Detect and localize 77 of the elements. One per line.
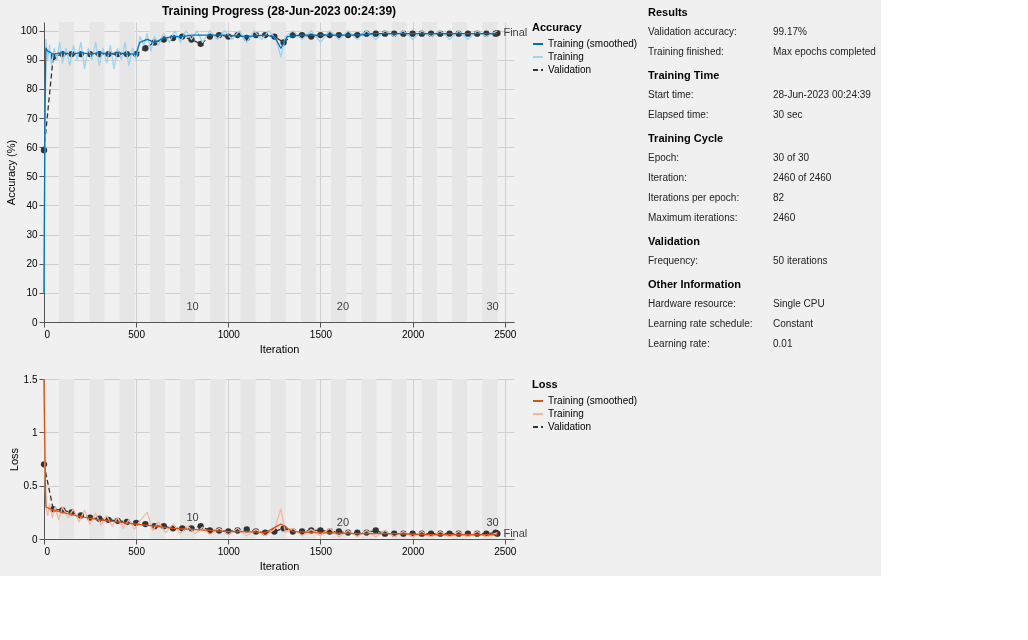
annotation: 10 — [186, 510, 199, 523]
y-tick-label: 20 — [26, 258, 38, 270]
y-tick-label: 70 — [26, 112, 38, 124]
x-tick-label: 1500 — [309, 545, 333, 557]
text: Single CPU — [773, 298, 825, 309]
y-tick-label: 0 — [31, 316, 38, 328]
x-tick-label: 500 — [128, 328, 146, 340]
y-tick-label: 30 — [26, 229, 38, 241]
text: Iteration: — [648, 172, 687, 183]
y-tick-label: 100 — [20, 25, 38, 37]
x-tick-label: 1000 — [217, 545, 241, 557]
text: 2460 of 2460 — [773, 172, 832, 183]
legend-label: Training (smoothed) — [548, 38, 638, 49]
legend-title: Accuracy — [532, 21, 583, 33]
annotation: 30 — [486, 300, 499, 313]
text: Results — [648, 6, 688, 18]
text: Learning rate schedule: — [648, 318, 753, 329]
y-tick-label: 40 — [26, 200, 38, 211]
text: Start time: — [648, 89, 694, 100]
text: Iterations per epoch: — [648, 192, 740, 203]
x-tick-label: 2000 — [402, 545, 425, 557]
x-tick-label: 500 — [128, 545, 146, 557]
x-tick-label: 0 — [44, 328, 51, 340]
annotation: 20 — [336, 516, 350, 528]
text: Epoch: — [648, 152, 680, 163]
text: 28-Jun-2023 00:24:39 — [773, 89, 872, 100]
text: Learning rate: — [648, 338, 710, 349]
legend-label: Validation — [548, 421, 592, 432]
text: Training Time — [648, 69, 720, 81]
y-tick-label: 0 — [31, 533, 38, 545]
text: Maximum iterations: — [648, 212, 738, 223]
y-axis-title: Accuracy (%) — [4, 139, 17, 206]
text: Max epochs completed — [773, 46, 876, 57]
text: Frequency: — [648, 255, 699, 266]
text: Validation — [648, 235, 701, 247]
x-axis-title: Iteration — [259, 342, 300, 355]
y-tick-label: 0.5 — [23, 480, 38, 492]
text: 30 sec — [773, 109, 803, 120]
y-axis-title: Loss — [7, 447, 20, 472]
x-tick-label: 0 — [44, 545, 51, 557]
annotation: 10 — [186, 300, 199, 313]
x-tick-label: 2000 — [402, 328, 425, 340]
x-tick-label: 2500 — [494, 545, 517, 557]
annotation: 20 — [336, 300, 350, 313]
annotation: Final — [503, 526, 528, 539]
annotation: 30 — [486, 516, 499, 528]
y-tick-label: 1 — [31, 426, 38, 438]
text: Hardware resource: — [648, 298, 736, 309]
text: Validation accuracy: — [648, 26, 737, 37]
text: Constant — [773, 318, 814, 329]
legend-label: Validation — [548, 64, 592, 75]
text: Training Cycle — [648, 132, 724, 144]
text: Training finished: — [648, 46, 724, 57]
x-tick-label: 1500 — [309, 328, 333, 340]
text: 99.17% — [773, 26, 808, 37]
y-tick-label: 1.5 — [23, 373, 38, 385]
text: Other Information — [648, 278, 742, 290]
x-tick-label: 2500 — [494, 328, 517, 340]
legend-label: Training — [548, 408, 584, 419]
text: 82 — [773, 192, 785, 203]
legend-label: Training (smoothed) — [548, 395, 638, 406]
text: 2460 — [773, 212, 796, 223]
text: 50 iterations — [773, 255, 828, 266]
legend-title: Loss — [532, 378, 558, 390]
chart-title: Training Progress (28-Jun-2023 00:24:39) — [161, 4, 397, 18]
y-tick-label: 80 — [26, 83, 38, 95]
annotation: Final — [503, 26, 528, 39]
y-tick-label: 60 — [26, 141, 38, 153]
text: 0.01 — [773, 338, 793, 349]
x-tick-label: 1000 — [217, 328, 241, 340]
y-tick-label: 90 — [26, 54, 38, 66]
text: 30 of 30 — [773, 152, 810, 163]
legend-label: Training — [548, 51, 584, 62]
text: Elapsed time: — [648, 109, 709, 120]
y-tick-label: 10 — [26, 287, 38, 299]
y-tick-label: 50 — [26, 170, 38, 182]
x-axis-title: Iteration — [259, 559, 300, 572]
